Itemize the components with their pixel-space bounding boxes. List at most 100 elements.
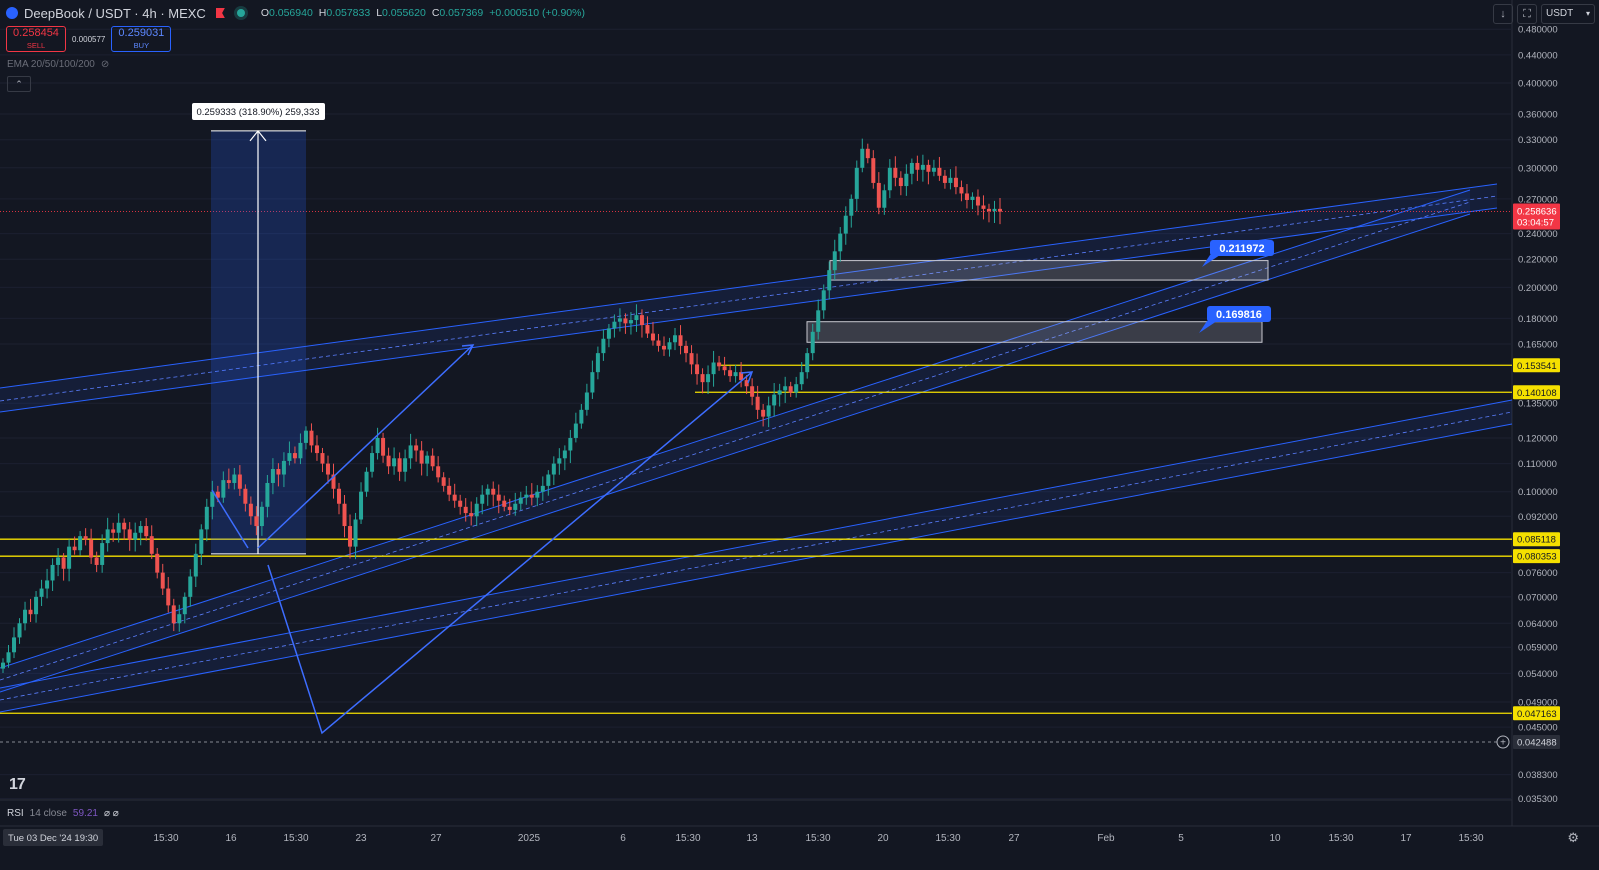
symbol-title[interactable]: DeepBook / USDT · 4h · MEXC [24,5,206,21]
candle-body [975,196,980,206]
candle-body [816,310,821,332]
channel-top [0,183,1498,389]
candle-body [39,588,44,597]
arrow-head [461,344,475,356]
candle-body [381,437,386,456]
candle-body [188,576,193,597]
candle-body [535,491,540,498]
collapse-legend-button[interactable]: ⌃ [7,76,31,92]
level-price-label: 0.085118 [1517,535,1556,546]
candle-body [601,338,606,354]
candle-body [392,458,397,467]
candle-body [215,491,220,498]
download-icon[interactable]: ↓ [1493,4,1513,24]
price-tick-label: 0.064000 [1518,619,1558,630]
crosshair-price-label: 0.042488 [1517,738,1557,749]
cursor-time-box [3,829,103,846]
time-tick-label: 23 [355,833,367,844]
rsi-legend[interactable]: RSI 14 close 59.21 ⌀ ⌀ [7,808,119,819]
candle-body [937,167,942,176]
candle-body [204,506,209,530]
candle-body [353,519,358,547]
sell-button[interactable]: 0.258454 SELL [6,26,66,52]
candle-body [243,488,248,504]
candle-body [474,503,479,517]
candle-body [849,198,854,216]
candle-body [342,503,347,527]
callout-box [1210,240,1274,256]
candle-body [149,536,154,554]
arrow-path [267,371,753,735]
candle-body [733,372,738,377]
time-tick-label: 5 [1178,833,1184,844]
flag-icon[interactable] [215,8,225,18]
candle-body [887,167,892,191]
candle-body [964,193,969,200]
price-tick-label: 0.049000 [1518,698,1558,709]
candle-body [667,342,672,350]
candle-body [915,162,920,170]
fullscreen-icon[interactable]: ⛶ [1517,4,1537,24]
channel-bottom [0,213,1471,693]
candle-body [650,333,655,341]
measure-label-box [192,103,325,120]
price-tick-label: 0.135000 [1518,399,1558,410]
candle-body [259,506,264,527]
candle-body [998,208,1002,212]
channel-midline [0,411,1513,701]
price-axis: 0.480000 0.440000 0.400000 0.360000 0.330000… [1518,25,1558,805]
candle-body [843,215,848,234]
price-tick-label: 0.070000 [1518,592,1558,603]
cursor-time-label: Tue 03 Dec '24 19:30 [8,833,98,844]
eye-hidden-icon[interactable]: ⊘ [100,59,110,70]
candle-body [794,384,799,393]
candlesticks [1,138,1002,674]
level-price-tag [1513,532,1560,547]
candle-body [122,522,127,530]
candle-body [920,164,925,170]
candle-body [557,458,562,464]
candle-body [155,553,160,573]
candle-body [364,471,369,492]
candle-body [788,386,793,393]
chart-header: DeepBook / USDT · 4h · MEXC O0.056940 H0… [6,4,585,22]
price-tick-label: 0.038300 [1518,770,1558,781]
candle-body [761,409,766,417]
candle-body [981,205,986,209]
candle-body [34,596,39,615]
candle-body [232,474,237,483]
time-tick-label: 15:30 [805,833,830,844]
candle-body [408,445,413,459]
time-tick-label: 27 [430,833,442,844]
callout-pointer [1202,255,1220,267]
candle-body [739,372,744,381]
candle-body [414,445,419,451]
price-tick-label: 0.092000 [1518,512,1558,523]
level-price-label: 0.080353 [1517,552,1557,563]
candle-body [127,529,132,540]
time-tick-label: 17 [1400,833,1412,844]
ema-indicator-legend[interactable]: EMA 20/50/100/200 ⊘ [7,59,110,70]
candle-body [28,609,33,615]
candle-body [959,187,964,194]
gear-icon[interactable]: ⚙ [1567,830,1579,845]
candle-body [133,532,138,540]
candle-body [463,506,468,514]
candle-body [865,148,870,159]
buy-button[interactable]: 0.259031 BUY [111,26,172,52]
channel-midline [0,201,1471,681]
add-alert-icon [1496,735,1510,749]
candle-body [502,500,507,507]
candle-body [750,386,755,397]
price-tick-label: 0.330000 [1518,135,1558,146]
price-tick-label: 0.360000 [1518,110,1558,121]
currency-select[interactable]: USDT ▾ [1541,4,1595,24]
candle-body [562,450,567,459]
time-tick-label: Feb [1097,833,1115,844]
candle-body [281,460,286,475]
candle-body [799,372,804,385]
tradingview-logo[interactable]: 17 [9,776,26,793]
measure-label: 0.259333 (318.90%) 259,333 [196,107,319,118]
